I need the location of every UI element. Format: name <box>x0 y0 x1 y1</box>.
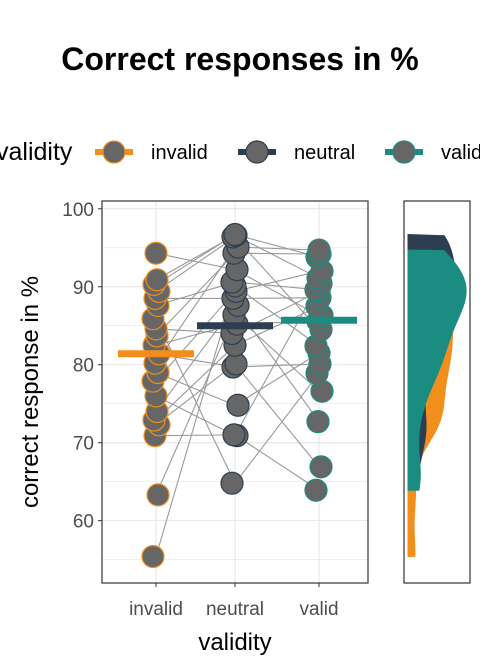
legend-label-invalid: invalid <box>151 142 208 164</box>
pair-line <box>234 283 320 436</box>
data-point-neutral <box>222 423 246 447</box>
y-axis-title: correct response in % <box>17 276 44 508</box>
paired-lines <box>155 233 320 557</box>
pair-line <box>234 285 320 347</box>
pair-line <box>155 372 236 406</box>
pair-line <box>234 352 320 406</box>
density-curves <box>407 234 467 557</box>
pair-line <box>155 434 236 437</box>
pair-line <box>234 297 320 299</box>
data-point-invalid <box>144 241 168 265</box>
density-panel <box>403 200 471 584</box>
data-point-valid <box>304 478 328 502</box>
chart-title: Correct responses in % <box>61 41 418 77</box>
x-axis: invalid neutral valid <box>129 583 339 620</box>
pair-line <box>155 314 236 496</box>
y-tick-label: 90 <box>73 278 94 299</box>
pair-line <box>155 395 236 437</box>
pair-line <box>155 234 236 281</box>
pair-line <box>234 270 320 292</box>
pair-line <box>234 363 320 468</box>
legend: validity invalid neutral valid <box>0 138 480 166</box>
x-axis-title: validity <box>198 629 271 656</box>
legend-label-neutral: neutral <box>294 142 355 164</box>
y-axis: 60 70 80 90 100 <box>62 200 102 533</box>
pair-line <box>155 318 236 484</box>
density-border <box>403 200 471 584</box>
legend-marker-valid <box>392 140 416 164</box>
legend-label-valid: valid <box>441 142 480 164</box>
pair-line <box>234 269 320 317</box>
data-points <box>141 222 334 569</box>
legend-marker-neutral <box>245 140 269 164</box>
pair-line <box>234 434 320 491</box>
mean-bars <box>118 316 357 358</box>
density-valid <box>407 249 467 491</box>
pair-line <box>155 344 236 421</box>
y-tick-label: 100 <box>62 200 94 221</box>
pair-line <box>234 234 320 279</box>
data-point-neutral <box>223 222 247 247</box>
pair-line <box>234 372 320 484</box>
x-tick-label: valid <box>299 599 338 620</box>
data-point-neutral <box>220 471 244 495</box>
pair-line <box>155 236 236 292</box>
y-tick-label: 60 <box>73 512 94 533</box>
legend-marker-invalid <box>102 140 126 164</box>
data-point-invalid <box>145 268 169 292</box>
data-point-valid <box>309 455 333 479</box>
main-panel: 60 70 80 90 100 invalid neutral valid <box>62 200 369 620</box>
data-point-valid <box>307 238 331 262</box>
data-point-valid <box>306 410 330 434</box>
data-point-invalid <box>146 483 170 507</box>
pair-line <box>234 305 320 346</box>
pair-line <box>155 291 236 382</box>
pair-line <box>155 252 236 271</box>
legend-title: validity <box>0 138 73 166</box>
data-point-neutral <box>226 393 250 417</box>
data-point-invalid <box>141 544 165 569</box>
x-tick-label: invalid <box>129 599 183 620</box>
pair-line <box>155 363 236 426</box>
pair-line <box>234 233 320 258</box>
y-tick-label: 80 <box>73 356 94 377</box>
y-tick-label: 70 <box>73 434 94 455</box>
pair-line <box>234 236 320 331</box>
pair-line <box>234 363 320 368</box>
x-tick-label: neutral <box>206 599 264 620</box>
